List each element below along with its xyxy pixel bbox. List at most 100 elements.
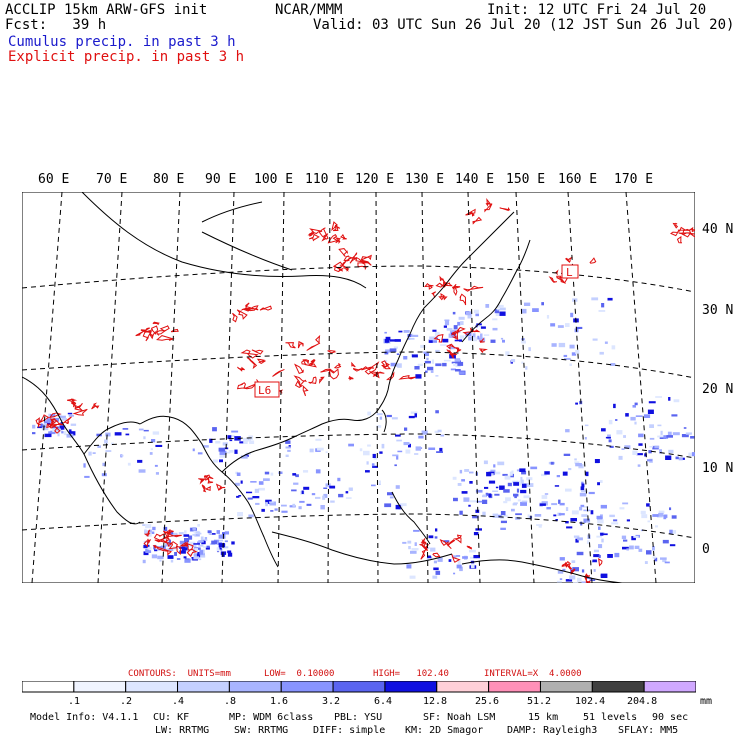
explicit-contour	[589, 257, 597, 264]
explicit-contour	[451, 554, 461, 563]
cumulus-cell	[234, 449, 238, 454]
cumulus-cell	[577, 577, 582, 582]
cumulus-cell	[590, 510, 594, 515]
cumulus-cell	[649, 424, 654, 428]
cumulus-cell	[652, 546, 655, 551]
colorbar-swatch	[436, 681, 490, 693]
lon-line-110	[327, 192, 331, 583]
cumulus-cell	[396, 455, 399, 460]
lat-label: 40 N	[702, 222, 734, 237]
lon-line-170	[625, 192, 657, 583]
cumulus-cell	[459, 339, 463, 342]
explicit-contour	[439, 275, 448, 286]
explicit-contour	[152, 544, 172, 556]
cumulus-cell	[468, 504, 471, 507]
cumulus-cell	[574, 461, 580, 464]
low-marker-box	[561, 264, 579, 279]
explicit-contour	[446, 349, 452, 354]
cumulus-cell	[45, 422, 51, 425]
cumulus-cell	[458, 316, 465, 320]
lon-label: 170 E	[614, 172, 654, 187]
cumulus-cell	[526, 483, 534, 487]
cumulus-cell	[183, 556, 187, 559]
explicit-contour	[446, 343, 461, 352]
cumulus-cell	[84, 475, 90, 478]
explicit-contour	[372, 370, 380, 379]
cumulus-cell	[176, 558, 181, 560]
cumulus-cell	[154, 548, 158, 552]
explicit-contour	[320, 368, 335, 373]
cumulus-cell	[601, 303, 605, 308]
cumulus-cell	[541, 302, 544, 306]
cumulus-cell	[194, 533, 200, 537]
cumulus-cell	[269, 501, 274, 503]
cumulus-cell	[198, 540, 204, 543]
cumulus-cell	[48, 413, 51, 419]
lon-line-130	[421, 192, 429, 583]
cumulus-cell	[219, 459, 223, 463]
explicit-contour	[328, 368, 339, 380]
cumulus-cell	[359, 448, 363, 452]
damp-scheme: DAMP: Rayleigh3	[507, 725, 598, 736]
cumulus-cell	[575, 538, 579, 543]
cumulus-cell	[600, 504, 607, 509]
cumulus-cell	[194, 548, 198, 552]
cumulus-cell	[170, 559, 174, 563]
cumulus-cell	[457, 560, 461, 565]
cumulus-cell	[600, 574, 606, 577]
cumulus-cell	[609, 514, 615, 518]
contour-units: CONTOURS: UNITS=mm	[128, 669, 231, 679]
cumulus-cell	[469, 481, 473, 484]
low-marker-box	[254, 381, 280, 398]
cumulus-cell	[121, 454, 124, 457]
cumulus-cell	[263, 478, 270, 481]
cumulus-cell	[281, 510, 288, 513]
explicit-contour	[479, 348, 488, 353]
cumulus-cell	[204, 537, 208, 540]
cumulus-cell	[444, 319, 450, 321]
explicit-contour	[71, 398, 78, 408]
cumulus-cell	[669, 529, 673, 534]
cumulus-cell	[459, 566, 463, 572]
cumulus-cell	[378, 480, 381, 484]
cumulus-cell	[315, 469, 321, 474]
cumulus-cell	[525, 366, 528, 370]
cumulus-cell	[224, 531, 229, 535]
cumulus-cell	[648, 401, 656, 404]
cumulus-cell	[376, 425, 382, 428]
cumulus-cell	[227, 552, 233, 557]
explicit-contour	[465, 208, 476, 216]
explicit-contour	[240, 307, 251, 311]
explicit-contour	[351, 361, 356, 368]
lon-line-120	[375, 192, 379, 583]
precip-map: L6 L	[22, 192, 695, 583]
cumulus-cell	[231, 435, 235, 437]
cumulus-cell	[454, 358, 461, 362]
cumulus-cell	[32, 424, 36, 429]
explicit-contour	[357, 262, 367, 271]
explicit-contour	[297, 340, 304, 349]
cumulus-cell	[520, 501, 527, 506]
cumulus-cell	[681, 434, 689, 438]
cumulus-cell	[488, 480, 496, 484]
explicit-contour	[361, 259, 372, 266]
cumulus-cell	[408, 546, 411, 550]
cumulus-cell	[488, 493, 492, 498]
cumulus-cell	[206, 545, 210, 548]
cumulus-cell	[575, 463, 582, 467]
cumulus-cell	[511, 470, 514, 473]
cumulus-cell	[222, 442, 228, 446]
cumulus-cell	[433, 560, 437, 564]
cumulus-cell	[580, 521, 583, 526]
explicit-contour	[564, 561, 573, 570]
cumulus-cell	[247, 497, 253, 500]
cumulus-cell	[398, 330, 403, 333]
cumulus-cell	[457, 483, 462, 486]
cumulus-cell	[432, 329, 437, 332]
cumulus-cell	[669, 544, 676, 547]
cumulus-cell	[623, 539, 628, 542]
cumulus-cell	[660, 430, 663, 435]
explicit-contour	[348, 375, 354, 381]
cumulus-cell	[666, 435, 673, 438]
cumulus-cell	[664, 561, 670, 564]
